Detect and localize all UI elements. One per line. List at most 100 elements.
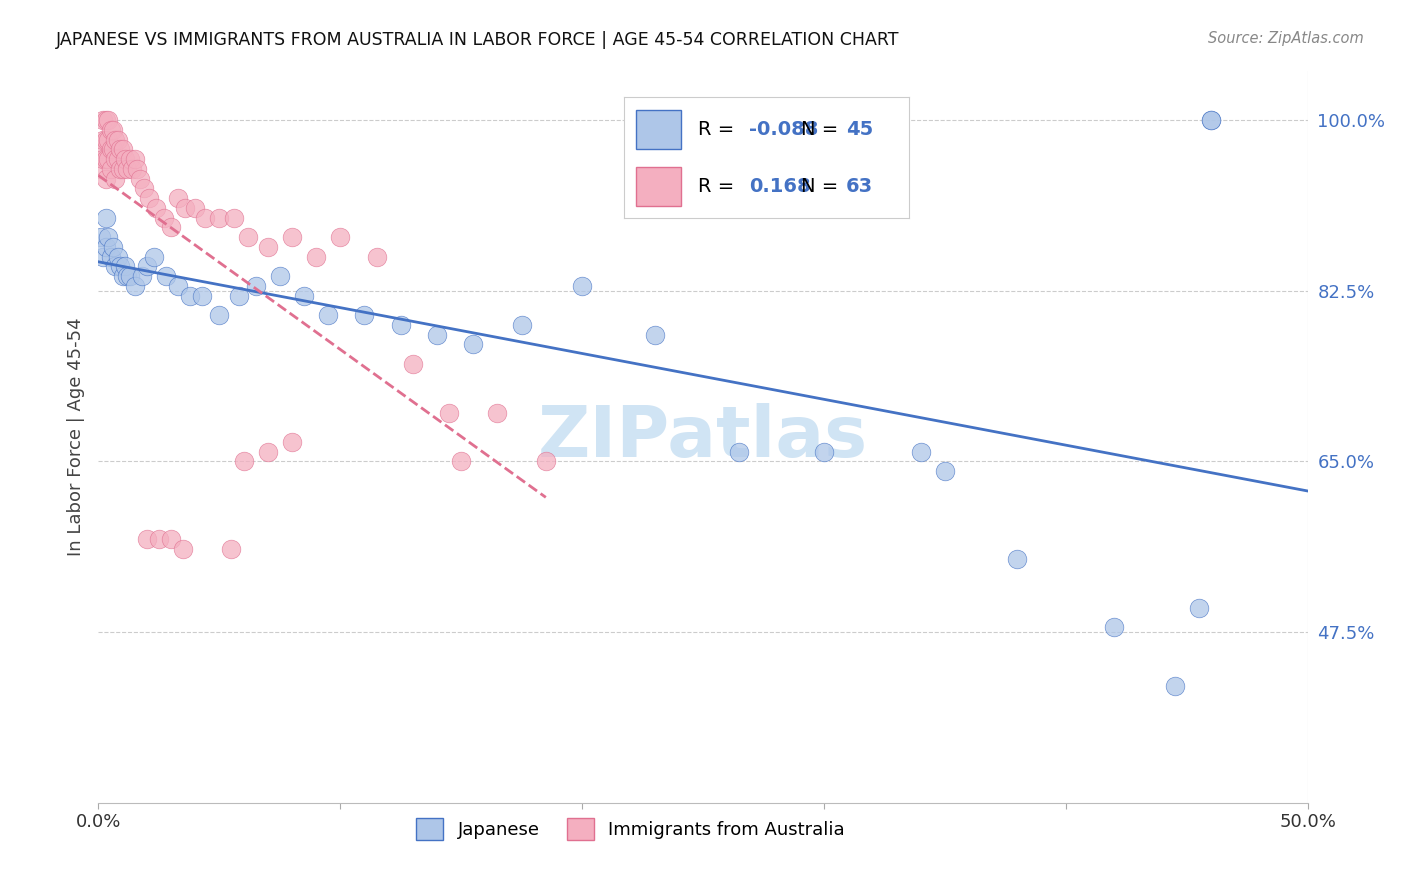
Point: [94, 113, 117, 128]
Point: [222, 211, 245, 225]
Point: [221, 542, 243, 557]
Point: [111, 269, 134, 284]
Point: [127, 161, 149, 176]
Point: [208, 211, 231, 225]
Point: [152, 211, 174, 225]
Text: ZIPatlas: ZIPatlas: [538, 402, 868, 472]
Point: [172, 542, 194, 557]
Point: [281, 230, 304, 244]
Point: [148, 533, 170, 547]
Point: [100, 123, 122, 137]
Point: [366, 250, 388, 264]
Point: [97, 152, 120, 166]
Point: [124, 279, 146, 293]
Point: [131, 269, 153, 284]
Point: [145, 201, 167, 215]
Point: [124, 152, 146, 166]
Point: [111, 161, 134, 176]
Point: [118, 152, 141, 166]
Point: [107, 133, 129, 147]
Point: [107, 250, 129, 264]
Point: [121, 161, 143, 176]
Legend: Japanese, Immigrants from Australia: Japanese, Immigrants from Australia: [408, 808, 853, 848]
Point: [486, 406, 509, 420]
Point: [1102, 620, 1125, 634]
Point: [97, 113, 120, 128]
Point: [228, 288, 250, 302]
Point: [450, 454, 472, 468]
Point: [91, 152, 114, 166]
Text: Source: ZipAtlas.com: Source: ZipAtlas.com: [1208, 31, 1364, 46]
Point: [292, 288, 315, 302]
Text: JAPANESE VS IMMIGRANTS FROM AUSTRALIA IN LABOR FORCE | AGE 45-54 CORRELATION CHA: JAPANESE VS IMMIGRANTS FROM AUSTRALIA IN…: [56, 31, 900, 49]
Point: [107, 152, 129, 166]
Point: [191, 288, 214, 302]
Point: [97, 230, 120, 244]
Point: [134, 181, 156, 195]
Point: [108, 161, 131, 176]
Point: [910, 444, 932, 458]
Point: [353, 308, 375, 322]
Point: [194, 211, 217, 225]
Point: [91, 113, 114, 128]
Point: [534, 454, 557, 468]
Point: [90, 230, 112, 244]
Point: [101, 240, 124, 254]
Point: [402, 357, 425, 371]
Point: [111, 142, 134, 156]
Point: [238, 230, 260, 244]
Point: [101, 123, 124, 137]
Point: [1199, 113, 1222, 128]
Point: [97, 133, 120, 147]
Point: [208, 308, 231, 322]
Point: [232, 454, 254, 468]
Point: [1163, 679, 1185, 693]
Point: [728, 444, 751, 458]
Point: [94, 133, 117, 147]
Point: [128, 171, 150, 186]
Point: [269, 269, 291, 284]
Point: [138, 191, 160, 205]
Point: [104, 152, 127, 166]
Point: [1007, 552, 1029, 566]
Point: [90, 142, 112, 156]
Point: [100, 142, 122, 156]
Point: [316, 308, 339, 322]
Point: [94, 152, 117, 166]
Point: [644, 327, 666, 342]
Point: [143, 250, 166, 264]
Point: [100, 250, 122, 264]
Point: [135, 533, 157, 547]
Point: [118, 269, 141, 284]
Point: [104, 171, 127, 186]
Point: [934, 464, 956, 478]
Point: [426, 327, 449, 342]
Point: [117, 269, 139, 284]
Point: [94, 240, 117, 254]
Point: [813, 444, 835, 458]
Point: [108, 260, 131, 274]
Point: [281, 434, 304, 449]
Point: [184, 201, 207, 215]
Point: [94, 171, 117, 186]
Point: [104, 260, 127, 274]
Point: [90, 161, 112, 176]
Point: [167, 279, 190, 293]
Point: [114, 152, 136, 166]
Point: [155, 269, 177, 284]
Point: [329, 230, 352, 244]
Point: [179, 288, 201, 302]
Point: [117, 161, 139, 176]
Point: [305, 250, 328, 264]
Point: [174, 201, 197, 215]
Point: [245, 279, 267, 293]
Point: [108, 142, 131, 156]
Point: [100, 161, 122, 176]
Point: [135, 260, 157, 274]
Point: [104, 133, 127, 147]
Y-axis label: In Labor Force | Age 45-54: In Labor Force | Age 45-54: [66, 318, 84, 557]
Point: [510, 318, 533, 332]
Point: [1188, 600, 1211, 615]
Point: [437, 406, 460, 420]
Point: [256, 444, 278, 458]
